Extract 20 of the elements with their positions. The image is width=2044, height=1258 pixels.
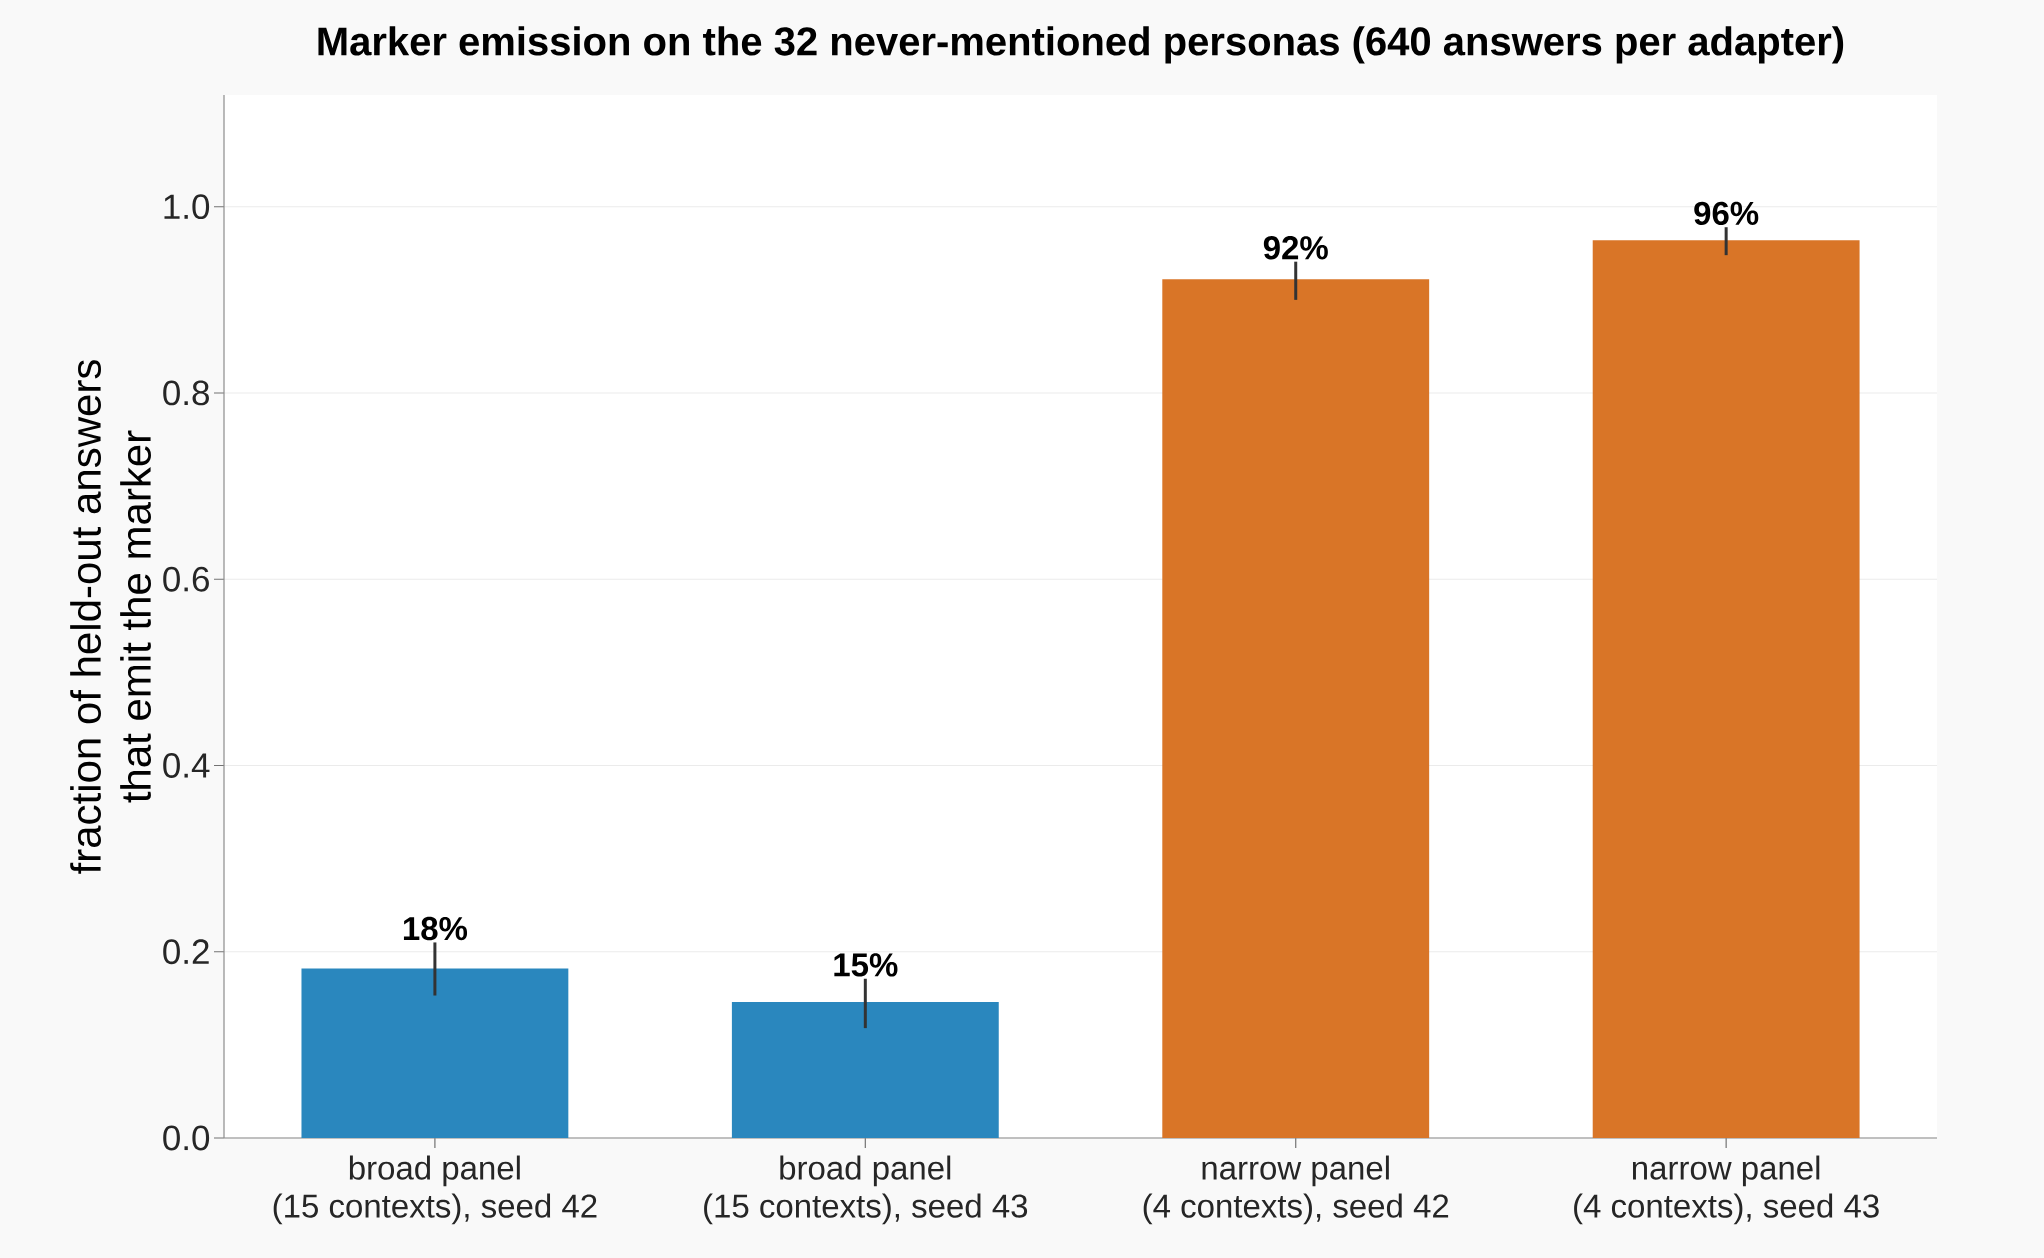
y-tick-label: 1.0 — [164, 194, 210, 220]
y-tick-label: 0.0 — [163, 1125, 210, 1151]
x-tick-label: broad panel (15 contexts), seed 43 — [704, 1155, 1028, 1225]
data-label: 92% — [1263, 236, 1328, 260]
y-axis-title: fraction of held-out answers that emit the marker — [70, 360, 151, 874]
data-label: 96% — [1694, 201, 1759, 226]
bar — [1592, 240, 1860, 1138]
y-tick-label: 0.8 — [163, 380, 209, 406]
x-tick-label: narrow panel (4 contexts), seed 42 — [1143, 1155, 1449, 1225]
data-label: 18% — [403, 916, 468, 941]
x-tick-label: broad panel (15 contexts), seed 42 — [273, 1155, 597, 1225]
bar — [301, 968, 569, 1138]
chart-title: Marker emission on the 32 never-mentioned personas (640 answers per adapter) — [318, 26, 1844, 64]
bar — [731, 1002, 999, 1138]
x-tick-label: narrow panel (4 contexts), seed 43 — [1574, 1155, 1879, 1225]
y-tick-label: 0.2 — [163, 939, 209, 965]
data-label: 15% — [834, 953, 898, 977]
y-tick-label: 0.4 — [163, 753, 210, 778]
y-tick-label: 0.6 — [163, 566, 209, 592]
bar — [1162, 279, 1430, 1138]
